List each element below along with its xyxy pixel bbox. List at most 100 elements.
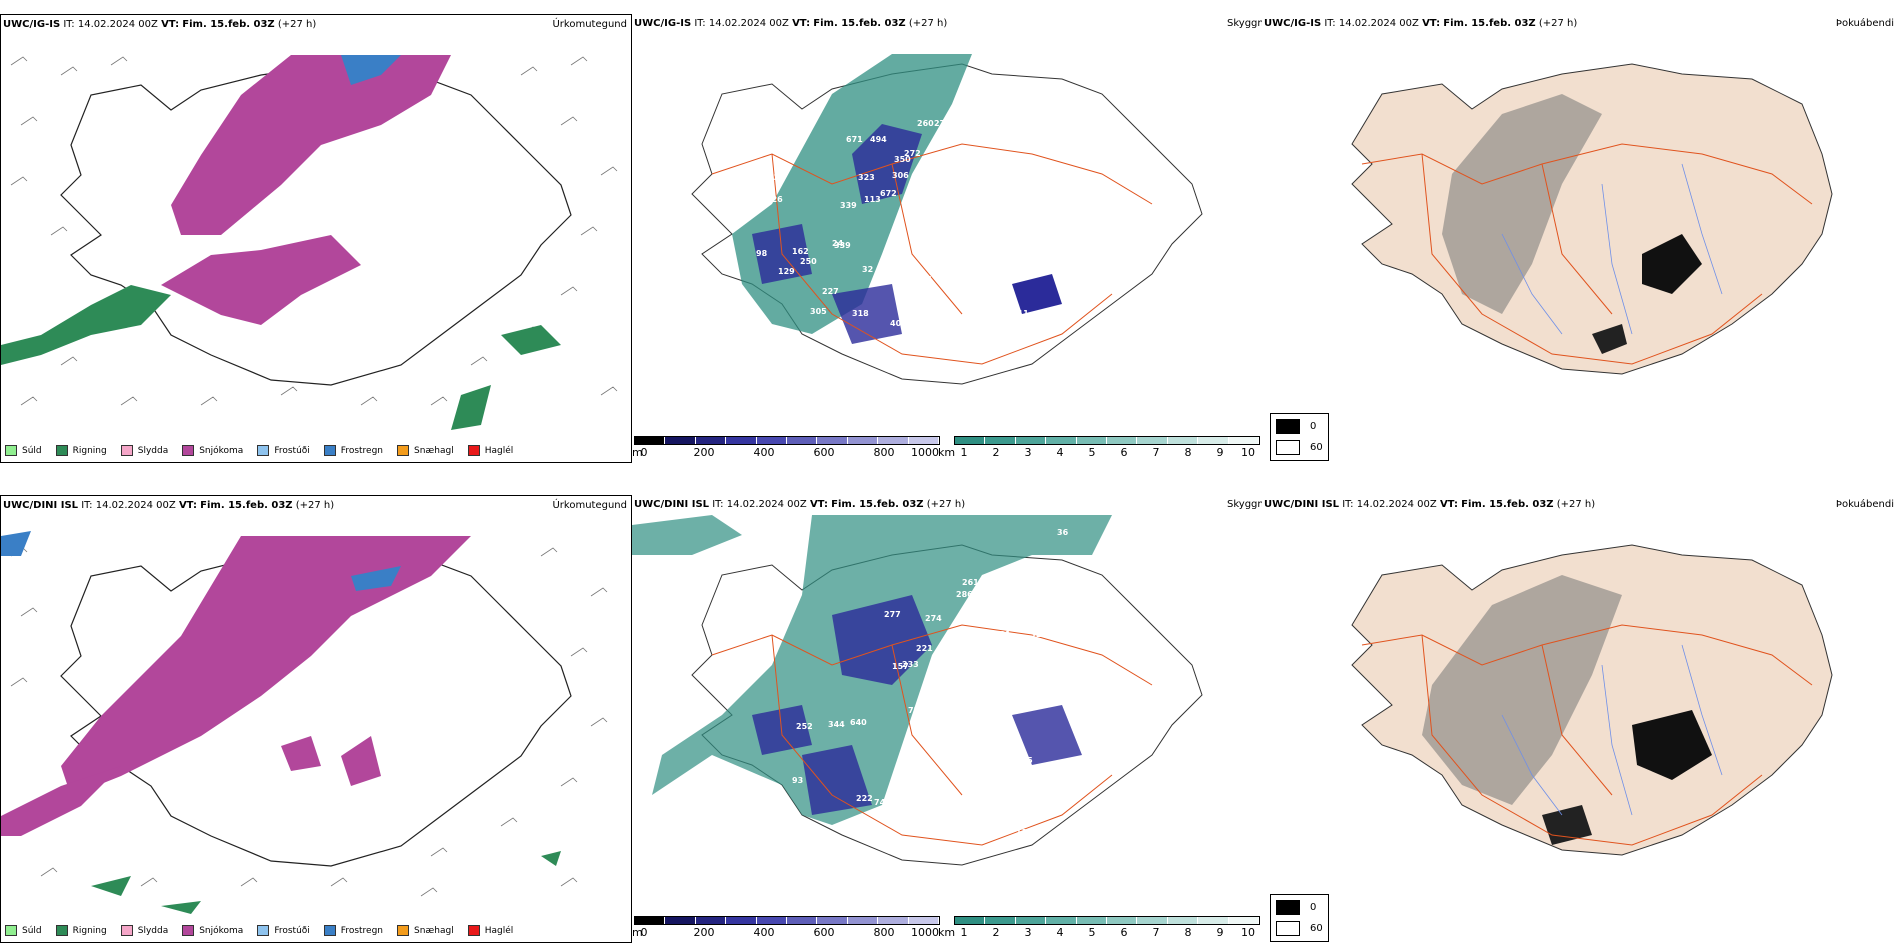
cloud-base-label: 222 [856,794,873,803]
precip-legend: Súld Rigning Slydda Snjókoma Frostúði Fr… [5,925,513,936]
cloudbase-visibility-panel-row2: UWC/DINI ISL IT: 14.02.2024 00Z VT: Fim.… [632,495,1267,943]
cloud-base-label: 231 [994,630,1011,639]
cloud-base-label: 105 [958,129,975,138]
legend-item: Slydda [120,925,168,936]
legend-item: Rigning [55,445,107,456]
legend-item: Slydda [120,445,168,456]
cloud-base-label: 204 [912,285,929,294]
cloud-base-label: 112 [1016,828,1033,837]
cloud-base-label: 339 [834,241,851,250]
legend-item: Snjókoma [182,445,243,456]
cloud-base-label: 118 [1006,604,1023,613]
cloud-base-label: 250 [800,257,817,266]
precip-type-map [1,55,618,430]
legend-item: Frostregn [323,445,383,456]
low-cloud-area [752,124,922,344]
cloud-base-label: 173 [914,794,931,803]
rivers [1501,163,1723,335]
rain-area [451,325,561,430]
fog-area-dense [1632,710,1712,780]
cloud-base-label: 581 [1052,572,1069,581]
precip-legend: Súld Rigning Slydda Snjókoma Frostúði Fr… [5,445,513,456]
cloud-base-label: 161 [932,806,949,815]
cloud-base-label: 13 [1016,852,1027,861]
rain-area [1,285,171,365]
cloudbase-map [691,54,1203,385]
cloud-base-label: 162 [792,247,809,256]
cloud-base-label: 15 [1020,267,1032,276]
low-cloud-area [1012,274,1062,314]
cloud-base-label: 129 [778,267,795,276]
cloud-base-label: 306 [892,171,909,180]
legend-item: Súld [5,925,42,936]
cloud-base-label: 305 [810,307,827,316]
cloud-base-label: 223 [980,606,997,615]
cloud-base-label: 729 [908,706,925,715]
legend-item: Snjókoma [182,925,243,936]
cloud-base-label: 671 [846,135,863,144]
cloud-base-label: 32 [862,265,873,274]
sky-title: Skyggni [1227,18,1267,29]
legend-item: Súld [5,445,42,456]
cloud-base-label: 113 [864,195,881,204]
cloud-base-label: 104 [850,860,867,869]
legend-item: Haglél [467,445,513,456]
cloud-base-label: 294 [1030,782,1047,791]
cloud-base-label: 221 [916,644,933,653]
cloud-base-label: 241 [954,692,971,701]
fog-legend: 0 60 [1270,413,1329,461]
snow-area [171,55,451,235]
cloud-base-label: 220 [972,640,989,649]
cloud-base-label: 359 [1032,622,1049,631]
cloud-base-label: 494 [870,135,887,144]
visibility-colorbar [954,916,1260,925]
panel-title: Þokuábendi [1835,499,1894,510]
cloud-base-label: 113 [994,700,1011,709]
fog-header: UWC/IG-IS IT: 14.02.2024 00Z VT: Fim. 15… [1264,18,1578,29]
low-cloud-area [752,595,1082,815]
snow-area [281,736,381,786]
legend-item: Snæhagl [397,925,454,936]
cloud-base-label: 286 [956,590,973,599]
cloud-base-label: 97 [932,197,943,206]
cloud-base-label: 157 [892,662,909,671]
cloudbase-map [632,515,1203,866]
cloud-base-label: 640 [850,718,867,727]
cloud-base-label: 98 [756,249,768,258]
fog-area [1422,575,1622,805]
cloud-base-label: 277 [884,610,901,619]
cloud-base-label: 272 [904,149,921,158]
cloud-base-label: 323 [858,173,875,182]
model-name: UWC/DINI ISL [3,500,79,511]
legend-item: Frostúði [257,925,310,936]
cloud-base-label: 279 [934,119,951,128]
legend-item: Frostregn [323,925,383,936]
cloud-base-label: 111 [1012,309,1029,318]
fog-area-dense [1642,234,1702,294]
legend-item: Rigning [55,925,107,936]
cloud-base-label: 166 [1024,111,1041,120]
fog-map [1351,63,1833,375]
cloud-base-label: 74 [874,798,886,807]
road-network [711,624,1153,846]
cloud-header: UWC/DINI ISL IT: 14.02.2024 00Z VT: Fim.… [634,499,966,510]
cloud-base-label: 310 [1030,630,1047,639]
snow-area [61,536,471,796]
cloud-base-label: 34 [938,173,950,182]
cloud-base-label: 834 [888,337,905,346]
legend-item: Haglél [467,925,513,936]
cloud-base-label: 252 [796,722,813,731]
visibility-colorbar [954,436,1260,445]
cloud-base-label: 403 [890,319,907,328]
cloud-base-label: 318 [852,309,869,318]
cloudbase-visibility-panel-row1: UWC/IG-IS IT: 14.02.2024 00Z VT: Fim. 15… [632,14,1267,463]
precip-type-map [1,531,608,914]
panel-title: Þokuábendi [1835,18,1894,29]
cloud-base-label: 435 [996,694,1013,703]
cloud-base-label: 344 [828,720,845,729]
panel-title: Úrkomutegund [552,500,627,511]
precip-header: UWC/DINI ISL IT: 14.02.2024 00Z VT: Fim.… [3,500,335,511]
cloudbase-colorbar [634,916,940,925]
